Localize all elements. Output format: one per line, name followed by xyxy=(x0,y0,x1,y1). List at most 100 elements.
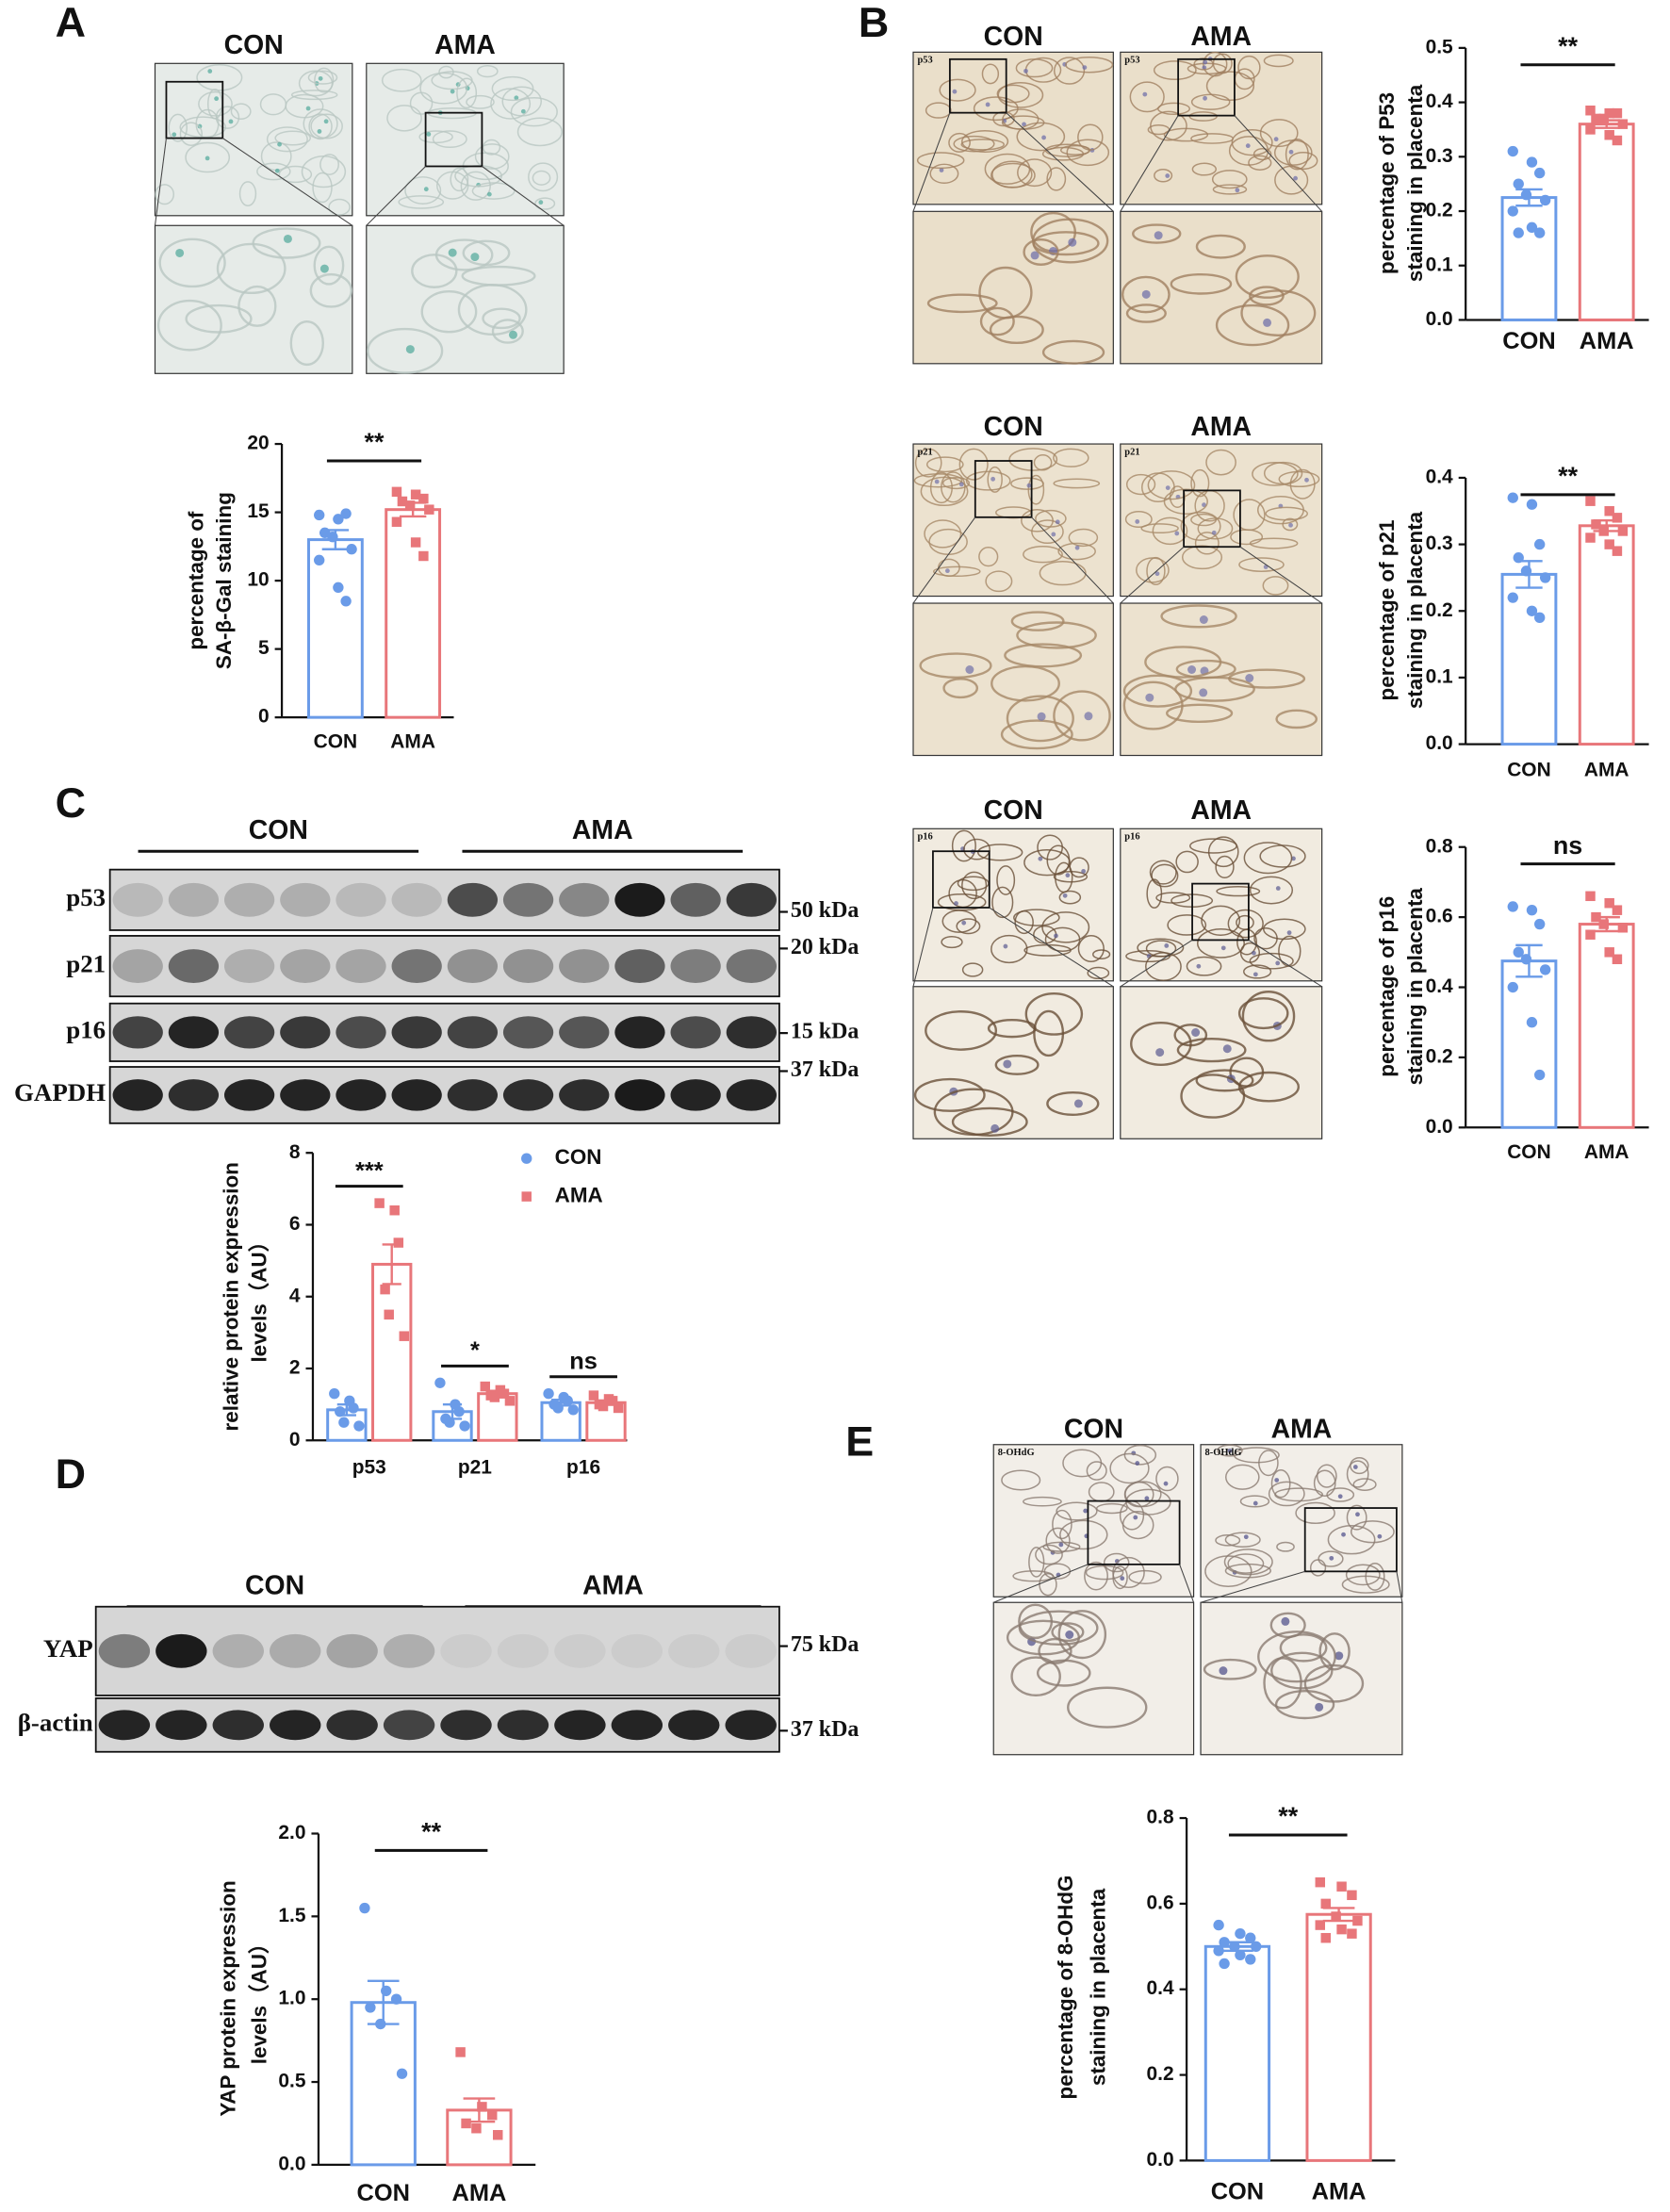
nucleus xyxy=(1145,693,1154,702)
tissue xyxy=(1212,184,1248,195)
tissue xyxy=(1190,93,1231,110)
nucleus xyxy=(1219,1666,1228,1676)
blot-strip xyxy=(108,868,780,931)
point xyxy=(381,1985,392,1997)
blot-band xyxy=(326,1710,378,1741)
tissue xyxy=(1295,1501,1335,1524)
tissue xyxy=(501,86,543,117)
blot-band xyxy=(391,882,442,917)
tissue xyxy=(1023,238,1059,266)
tissue xyxy=(1275,709,1318,729)
nucleus xyxy=(1211,530,1217,535)
tissue xyxy=(997,81,1044,108)
point xyxy=(1617,923,1629,933)
tissue xyxy=(367,327,444,374)
tissue xyxy=(476,64,499,78)
tissue xyxy=(1215,303,1290,347)
tissue xyxy=(432,130,467,149)
tissue xyxy=(196,63,243,91)
nucleus xyxy=(1037,712,1046,721)
stain-label: p16 xyxy=(1124,832,1139,843)
bar xyxy=(1305,1912,1372,2162)
group-label: AMA xyxy=(582,1570,644,1600)
point xyxy=(333,582,344,594)
tissue xyxy=(1190,133,1234,144)
point xyxy=(1612,546,1623,556)
tissue xyxy=(482,139,501,156)
point xyxy=(410,489,421,500)
point xyxy=(418,493,429,504)
nucleus xyxy=(470,253,480,262)
zoom-line xyxy=(482,166,565,226)
nucleus xyxy=(277,141,282,147)
tissue xyxy=(1002,108,1040,130)
point xyxy=(1507,981,1518,993)
y-tick-label: 1.5 xyxy=(278,1905,305,1926)
tissue xyxy=(1125,303,1167,323)
nucleus xyxy=(1041,135,1046,140)
tissue xyxy=(1065,57,1114,74)
tissue xyxy=(1274,1487,1324,1502)
x-tick-label: CON xyxy=(357,2180,410,2206)
tissue xyxy=(1205,71,1255,102)
tissue xyxy=(1249,537,1299,549)
tissue xyxy=(1278,470,1320,488)
marker-label: 20 kDa xyxy=(791,935,859,959)
nucleus xyxy=(1315,1702,1324,1712)
blot-band xyxy=(156,1633,207,1668)
point xyxy=(338,1417,350,1428)
inset-box xyxy=(1177,57,1236,117)
tissue xyxy=(155,184,175,205)
y-tick-label: 0.5 xyxy=(278,2071,305,2092)
tissue xyxy=(994,1054,1040,1075)
tissue xyxy=(1041,911,1090,943)
tissue xyxy=(168,113,188,142)
y-tick-label: 0.4 xyxy=(1426,975,1453,997)
blot-band xyxy=(559,1016,610,1049)
point xyxy=(1520,565,1532,577)
tissue xyxy=(319,154,339,175)
nucleus xyxy=(1068,238,1077,247)
tissue xyxy=(1084,1561,1108,1591)
significance: ** xyxy=(1278,1802,1298,1830)
tissue xyxy=(1211,170,1248,189)
tissue xyxy=(1077,123,1104,151)
blot-band xyxy=(611,1710,663,1741)
tissue xyxy=(1155,1466,1179,1492)
tissue xyxy=(1186,956,1222,976)
tissue xyxy=(960,139,1006,151)
tissue xyxy=(1227,1553,1265,1574)
blot-band xyxy=(668,1633,720,1668)
tissue xyxy=(532,170,551,186)
blot-band xyxy=(502,1016,554,1049)
zoom-line xyxy=(1234,115,1323,212)
marker-label: 15 kDa xyxy=(791,1020,859,1044)
point xyxy=(1604,129,1614,140)
nucleus xyxy=(205,156,210,161)
y-axis-label: staining in placenta xyxy=(1403,888,1427,1086)
tissue xyxy=(1239,1495,1270,1508)
blot-band xyxy=(726,949,777,984)
tissue xyxy=(1263,461,1303,485)
tissue xyxy=(216,242,287,295)
blot-band xyxy=(502,1079,554,1111)
tissue xyxy=(309,272,353,308)
inset-box xyxy=(424,111,483,168)
point xyxy=(397,496,408,507)
tissue xyxy=(278,165,313,184)
tissue xyxy=(939,78,976,102)
nucleus xyxy=(1082,65,1088,70)
point xyxy=(1347,1890,1357,1901)
point xyxy=(1507,205,1518,217)
blot-band xyxy=(391,949,442,984)
blot-band xyxy=(614,949,665,984)
point xyxy=(346,544,357,555)
tissue xyxy=(1316,1464,1337,1488)
blot-label: β-actin xyxy=(18,1709,93,1737)
tissue xyxy=(534,197,556,210)
nucleus xyxy=(1187,665,1197,674)
nucleus xyxy=(1055,519,1060,525)
tissue xyxy=(313,245,345,286)
point xyxy=(1612,135,1623,146)
zoom-line xyxy=(1200,1570,1305,1603)
